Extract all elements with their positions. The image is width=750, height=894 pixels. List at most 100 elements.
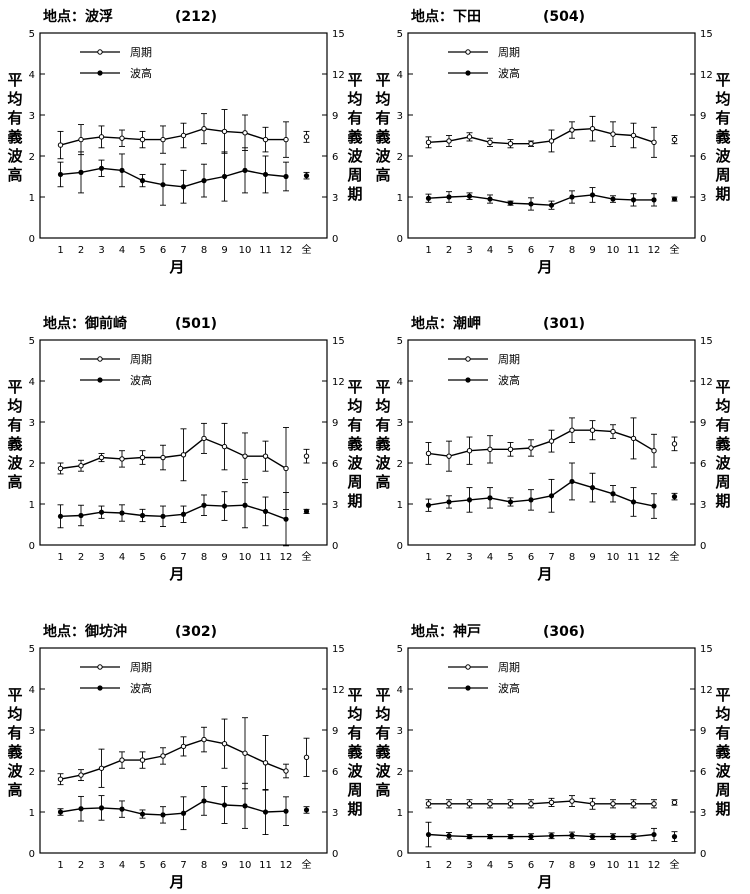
x-tick-label: 10 [239, 552, 252, 563]
series-period-point [589, 427, 596, 433]
series-period-point [119, 757, 125, 763]
series-height-point [466, 497, 473, 503]
y-right-label-char: 周 [347, 781, 362, 799]
left-tick-label: 5 [397, 336, 403, 347]
right-tick-label: 6 [332, 152, 338, 163]
left-tick-label: 2 [29, 152, 35, 163]
series-height-point [139, 811, 146, 817]
left-tick-label: 5 [397, 29, 403, 40]
series-height-line [428, 480, 655, 507]
legend-period-marker [465, 356, 471, 362]
series-period-overall-point [303, 134, 310, 140]
series-period-point [283, 465, 289, 472]
left-tick-label: 0 [397, 541, 403, 552]
left-tick-label: 1 [29, 500, 35, 511]
series-height-point [160, 182, 166, 188]
plot-frame [39, 339, 328, 546]
legend-period-label: 周期 [498, 661, 520, 674]
plot-frame [39, 647, 328, 854]
series-period-point [78, 136, 84, 143]
series-period-point [630, 132, 637, 139]
left-tick-label: 3 [397, 111, 403, 122]
series-period-point [425, 139, 432, 146]
right-tick-label: 12 [332, 685, 345, 696]
x-tick-label: 6 [528, 860, 534, 871]
x-axis-label: 月 [536, 258, 552, 276]
series-height-point [119, 167, 125, 173]
series-period-point [221, 443, 228, 450]
series-height-point [98, 165, 105, 171]
series-height-point [283, 808, 289, 814]
legend-height-label: 波高 [498, 66, 520, 80]
series-height-overall-point [303, 508, 310, 514]
series-period-point [201, 125, 207, 132]
left-tick-label: 1 [397, 193, 403, 204]
right-tick-label: 12 [332, 377, 345, 388]
series-period-point [548, 438, 555, 444]
series-period-point [242, 453, 248, 459]
series-period-point [160, 136, 166, 143]
left-tick-label: 2 [397, 152, 403, 163]
x-tick-label: 2 [446, 860, 452, 871]
left-tick-label: 2 [29, 767, 35, 778]
series-height-point [507, 499, 514, 505]
series-period-line [428, 127, 655, 145]
legend-height-label: 波高 [130, 66, 152, 80]
legend-height-marker [97, 377, 103, 383]
y-right-label-char: 均 [347, 90, 362, 108]
left-tick-label: 4 [397, 685, 403, 696]
legend-height-marker [97, 70, 103, 76]
series-height-point [630, 499, 637, 505]
y-right-label-char: 期 [347, 185, 362, 203]
series-height-point [139, 512, 146, 519]
y-left-label-char: 均 [7, 705, 22, 723]
x-tick-label: 6 [160, 245, 166, 256]
x-tick-label: 3 [466, 860, 472, 871]
y-right-label-char: 均 [347, 397, 362, 415]
series-height-point [57, 171, 64, 178]
y-right-label-char: 周 [715, 166, 730, 184]
series-period-point [160, 454, 166, 461]
legend-height-marker [465, 685, 471, 691]
series-period-point [589, 125, 596, 132]
legend-period-marker [97, 49, 103, 55]
series-height-point [651, 197, 657, 203]
series-height-point [160, 812, 166, 818]
series-height-point [119, 806, 125, 812]
series-period-point [221, 128, 228, 135]
series-period-point [201, 435, 207, 442]
x-tick-label: 11 [627, 245, 640, 256]
series-height-point [610, 196, 616, 202]
y-left-label-char: 平 [375, 71, 390, 89]
series-period-point [283, 768, 289, 774]
x-tick-label: 1 [57, 245, 63, 256]
series-height-overall-point [303, 173, 310, 179]
x-tick-label: 10 [607, 860, 620, 871]
x-tick-label: 4 [119, 245, 125, 256]
x-tick-label: 9 [589, 245, 595, 256]
series-height-point [78, 512, 84, 519]
series-period-line [60, 127, 286, 146]
chart-title: 地点：波浮 [43, 8, 113, 25]
left-tick-label: 3 [397, 418, 403, 429]
series-period-point [57, 465, 64, 472]
x-tick-label: 12 [648, 552, 661, 563]
series-period-overall-point [671, 136, 678, 143]
legend-period-marker [465, 664, 471, 670]
series-period-point [466, 801, 473, 807]
legend-period-marker [97, 356, 103, 362]
series-height-point [589, 485, 596, 491]
y-left-label-char: 高 [7, 166, 22, 184]
x-tick-label: 7 [180, 552, 186, 563]
y-right-label-char: 平 [715, 71, 730, 89]
x-tick-label: 2 [446, 552, 452, 563]
series-height-overall-point [671, 196, 678, 202]
series-height-point [630, 197, 637, 203]
series-height-point [548, 833, 555, 839]
legend-period-label: 周期 [130, 353, 152, 366]
left-tick-label: 4 [29, 685, 35, 696]
y-left-label-char: 義 [7, 128, 22, 146]
legend-period-marker [97, 664, 103, 670]
